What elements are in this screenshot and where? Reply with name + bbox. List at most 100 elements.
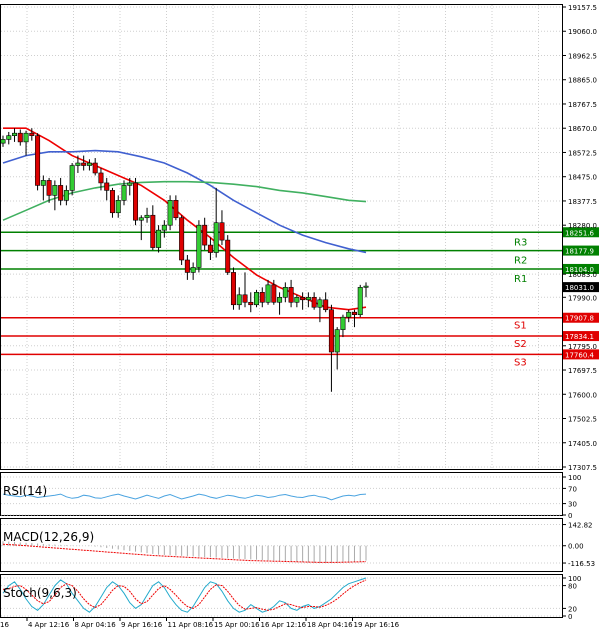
candlesticks xyxy=(0,128,369,392)
candle-bearish xyxy=(288,287,294,303)
candle-bearish xyxy=(242,294,248,303)
candle-bullish xyxy=(69,165,75,191)
indicator-tick-label: 0 xyxy=(568,613,572,621)
price-tick-label: 18767.5 xyxy=(568,101,597,109)
candle-bullish xyxy=(121,185,127,201)
level-price-label: 17834.1 xyxy=(565,333,594,341)
candle-bullish xyxy=(52,185,58,196)
time-tick-label: 18 Apr 04:16 xyxy=(307,621,353,629)
level-name-s1: S1 xyxy=(514,321,527,332)
price-tick-label: 17405.0 xyxy=(568,440,597,448)
level-price-label: 18251.6 xyxy=(565,229,594,237)
candle-bearish xyxy=(271,284,277,303)
candle-bearish xyxy=(58,185,64,201)
candle-bullish xyxy=(23,132,29,143)
candle-bearish xyxy=(104,182,110,191)
candle-bullish xyxy=(334,329,340,353)
level-price-label: 17760.4 xyxy=(565,351,594,359)
current-price-tag xyxy=(563,282,599,293)
candle-bullish xyxy=(0,139,6,144)
level-name-r2: R2 xyxy=(514,256,527,267)
price-tick-label: 18280.0 xyxy=(568,222,597,230)
indicator-tick-label: 30 xyxy=(568,501,577,509)
price-tick-label: 18572.5 xyxy=(568,149,597,157)
candle-bullish xyxy=(63,190,69,201)
price-tick-label: 18377.5 xyxy=(568,198,597,206)
level-price-label: 18104.0 xyxy=(565,266,594,274)
candle-bearish xyxy=(81,162,87,166)
level-price-tag xyxy=(563,263,599,274)
indicator-tick-label: -116.53 xyxy=(568,560,595,568)
level-price-tag xyxy=(563,331,599,342)
candle-bullish xyxy=(346,311,352,318)
candle-bearish xyxy=(179,217,185,261)
candle-bearish xyxy=(133,182,139,221)
stoch-signal-line xyxy=(2,579,367,611)
candle-bearish xyxy=(150,214,156,248)
level-price-tag xyxy=(563,245,599,256)
indicator-tick-label: 80 xyxy=(568,583,577,591)
time-tick-label: 16 Apr 12:16 xyxy=(261,621,307,629)
price-tick-label: 19060.0 xyxy=(568,28,597,36)
time-tick-label: 19 Apr 16:16 xyxy=(354,621,400,629)
macd-signal-line xyxy=(2,543,367,563)
price-tick-label: 17307.5 xyxy=(568,464,597,472)
time-tick-label: 8 Apr 04:16 xyxy=(75,621,117,629)
time-tick-label: 4 Apr 12:16 xyxy=(28,621,70,629)
main-panel-frame xyxy=(0,4,563,470)
moving-average-line xyxy=(3,127,367,311)
candle-bullish xyxy=(156,229,162,248)
candle-bullish xyxy=(86,162,92,166)
candle-bullish xyxy=(196,224,202,268)
candle-bullish xyxy=(161,224,167,231)
indicator-name: RSI(14) xyxy=(3,484,47,498)
candle-bullish xyxy=(40,180,46,186)
candle-bearish xyxy=(219,222,225,241)
moving-averages xyxy=(2,127,367,311)
rsi-line xyxy=(2,493,367,501)
candle-bearish xyxy=(230,272,236,306)
level-name-s2: S2 xyxy=(514,339,527,350)
indicator-tick-label: 142.82 xyxy=(568,522,593,530)
stoch-main-line xyxy=(2,577,367,613)
level-name-r1: R1 xyxy=(514,274,527,285)
time-tick-label: 9 Apr 16:16 xyxy=(121,621,163,629)
price-tick-label: 17600.0 xyxy=(568,391,597,399)
level-price-tag xyxy=(563,312,599,323)
candle-bearish xyxy=(109,190,115,214)
candle-bearish xyxy=(225,239,231,273)
indicator-tick-label: 100 xyxy=(568,575,581,583)
candle-bearish xyxy=(328,309,334,353)
candle-bullish xyxy=(294,296,300,303)
candle-bullish xyxy=(6,135,12,140)
level-price-tag xyxy=(563,227,599,238)
candle-bullish xyxy=(317,299,323,308)
indicator-tick-label: 20 xyxy=(568,605,577,613)
moving-average-line xyxy=(2,149,367,254)
level-price-tag xyxy=(563,349,599,360)
candle-bearish xyxy=(184,259,190,273)
candle-bearish xyxy=(207,244,213,253)
candle-bullish xyxy=(12,132,18,136)
price-tick-label: 18962.5 xyxy=(568,52,597,60)
price-tick-label: 18865.0 xyxy=(568,77,597,85)
candle-bearish xyxy=(92,162,98,174)
indicator-tick-label: 0.00 xyxy=(568,543,584,551)
candle-bullish xyxy=(265,284,271,303)
level-name-s3: S3 xyxy=(514,357,527,368)
candle-bearish xyxy=(98,172,104,184)
candle-bearish xyxy=(248,301,254,306)
price-tick-label: 18670.0 xyxy=(568,125,597,133)
candle-bullish xyxy=(254,292,260,306)
price-axis: 19157.5 19060.0 18962.5 18865.0 18767.5 18670… xyxy=(562,4,599,472)
indicator-panel-frame xyxy=(0,518,563,572)
candle-bullish xyxy=(75,162,81,166)
chart-frames xyxy=(0,4,563,618)
indicator-tick-label: 0 xyxy=(568,512,572,520)
time-edge-label: 16 xyxy=(0,621,9,629)
time-axis: 16 4 Apr 12:16 8 Apr 04:16 9 Apr 16:16 11 Ap… xyxy=(0,617,400,629)
indicator-name: MACD(12,26,9) xyxy=(3,530,94,544)
time-tick-label: 11 Apr 08:16 xyxy=(168,621,214,629)
indicator-panel-frame xyxy=(0,472,563,516)
